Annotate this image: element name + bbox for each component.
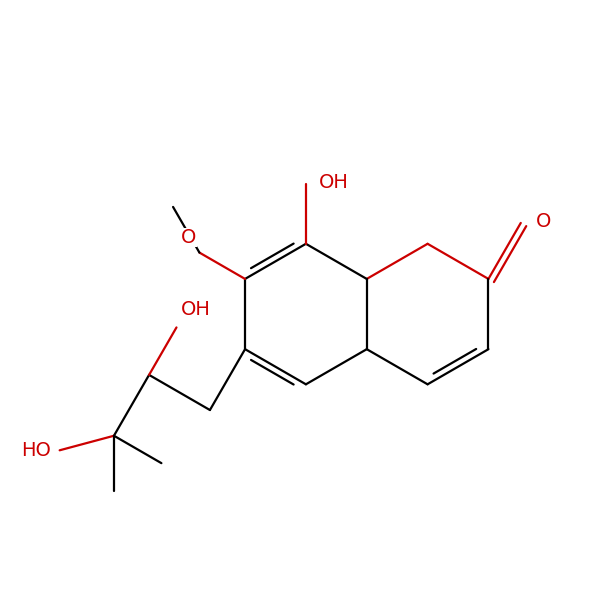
Text: OH: OH — [181, 300, 211, 319]
Text: OH: OH — [319, 173, 349, 192]
Text: O: O — [536, 212, 551, 231]
Text: HO: HO — [22, 441, 51, 460]
Text: O: O — [181, 228, 197, 247]
